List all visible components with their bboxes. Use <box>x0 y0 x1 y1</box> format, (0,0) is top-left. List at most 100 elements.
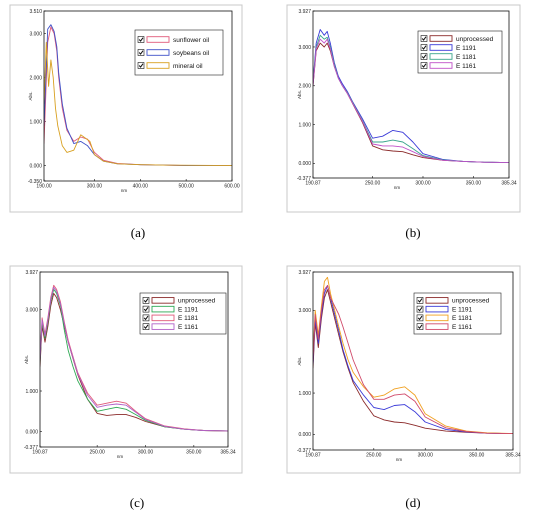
check-icon <box>138 63 144 68</box>
y-tick-label: -0.377 <box>297 448 311 454</box>
y-tick-label: 3.927 <box>25 270 38 276</box>
legend-checkbox <box>142 314 150 322</box>
x-tick-label: 250.00 <box>365 181 381 187</box>
y-tick-label: 0.000 <box>298 161 311 167</box>
y-tick-label: 3.927 <box>298 9 311 15</box>
legend-label: E 1181 <box>456 54 477 61</box>
x-tick-label: 350.00 <box>186 450 202 456</box>
legend-checkbox <box>416 297 424 304</box>
y-axis-label: Abs. <box>297 90 302 99</box>
x-tick-label: 300.00 <box>87 184 103 190</box>
y-tick-label: 2.000 <box>29 75 42 81</box>
legend-label: sunflower oil <box>173 37 210 44</box>
y-axis-label: Abs. <box>28 91 33 100</box>
y-tick-label: -0.377 <box>297 176 311 182</box>
legend-swatch <box>146 62 170 69</box>
series-group <box>40 284 228 432</box>
legend-checkbox <box>416 314 424 322</box>
legend-checkbox <box>142 305 150 313</box>
x-tick-label: 300.00 <box>418 453 434 459</box>
x-tick-label: 250.00 <box>366 453 382 459</box>
x-tick-label: 350.00 <box>469 453 485 459</box>
panel-caption: (d) <box>405 495 420 510</box>
x-tick-label: 190.87 <box>32 450 48 456</box>
legend-swatch <box>151 297 175 304</box>
y-tick-label: 3.000 <box>298 308 311 314</box>
x-tick-label: 190.87 <box>305 453 321 459</box>
legend: sunflower oil soybeans oil mineral oil <box>134 29 224 76</box>
y-axis-label: Abs. <box>24 355 29 364</box>
plot-frame <box>39 271 229 448</box>
check-icon <box>421 63 427 68</box>
legend-checkbox <box>420 35 428 42</box>
legend-checkbox <box>142 323 150 330</box>
legend-swatch <box>425 297 449 304</box>
x-axis-label: nm <box>396 457 403 462</box>
panel-caption: (b) <box>405 225 420 240</box>
y-tick-label: 1.000 <box>25 389 38 395</box>
legend-swatch <box>425 305 449 313</box>
x-tick-label: 500.00 <box>178 184 194 190</box>
legend-swatch <box>151 323 175 330</box>
check-icon <box>143 324 149 330</box>
plot-frame <box>43 10 233 182</box>
y-axis-label: Abs. <box>297 356 302 365</box>
x-tick-label: 385.34 <box>501 181 517 187</box>
legend-swatch <box>429 35 453 42</box>
y-tick-label: 1.000 <box>298 122 311 128</box>
legend-swatch <box>151 314 175 322</box>
check-icon <box>421 36 427 41</box>
series-line-1 <box>313 285 513 435</box>
check-icon <box>143 298 149 303</box>
legend-label: mineral oil <box>173 63 203 70</box>
y-tick-label: 3.000 <box>298 45 311 51</box>
legend-label: E 1191 <box>452 306 473 313</box>
y-tick-label: 2.000 <box>298 84 311 90</box>
legend-label: E 1161 <box>178 324 199 331</box>
legend-label: unprocessed <box>456 36 494 43</box>
series-group <box>44 24 232 167</box>
series-line-1 <box>313 29 509 164</box>
legend-label: unprocessed <box>178 298 216 305</box>
legend-checkbox <box>416 305 424 313</box>
check-icon <box>421 54 427 59</box>
y-tick-label: 0.000 <box>29 163 42 169</box>
legend-swatch <box>151 305 175 313</box>
check-icon <box>143 315 149 321</box>
series-group <box>313 29 509 164</box>
y-tick-label: 3.927 <box>298 270 311 276</box>
legend-label: E 1191 <box>178 306 199 313</box>
legend-checkbox <box>416 323 424 330</box>
legend-label: unprocessed <box>452 298 490 305</box>
x-tick-label: 385.34 <box>505 453 521 459</box>
series-line-0 <box>313 289 513 435</box>
series-line-3 <box>40 286 228 432</box>
legend-label: E 1181 <box>452 315 473 322</box>
check-icon <box>417 324 423 330</box>
x-tick-label: 300.00 <box>415 181 431 187</box>
y-tick-label: 0.000 <box>25 429 38 435</box>
legend-label: E 1161 <box>452 324 473 331</box>
y-tick-label: 3.000 <box>25 307 38 313</box>
legend-label: E 1161 <box>456 63 477 70</box>
check-icon <box>417 307 423 312</box>
y-tick-label: 3.510 <box>29 9 42 15</box>
series-line-3 <box>313 285 513 435</box>
x-axis-label: nm <box>121 188 128 193</box>
legend-swatch <box>429 53 453 60</box>
legend-checkbox <box>420 44 428 51</box>
plot-frame <box>312 271 514 451</box>
y-tick-label: 1.000 <box>298 391 311 397</box>
legend-checkbox <box>420 53 428 60</box>
series-line-2 <box>313 276 513 435</box>
legend-swatch <box>429 62 453 69</box>
check-icon <box>143 307 149 312</box>
x-tick-label: 400.00 <box>133 184 149 190</box>
panel-caption: (c) <box>130 495 144 510</box>
legend-swatch <box>425 314 449 322</box>
